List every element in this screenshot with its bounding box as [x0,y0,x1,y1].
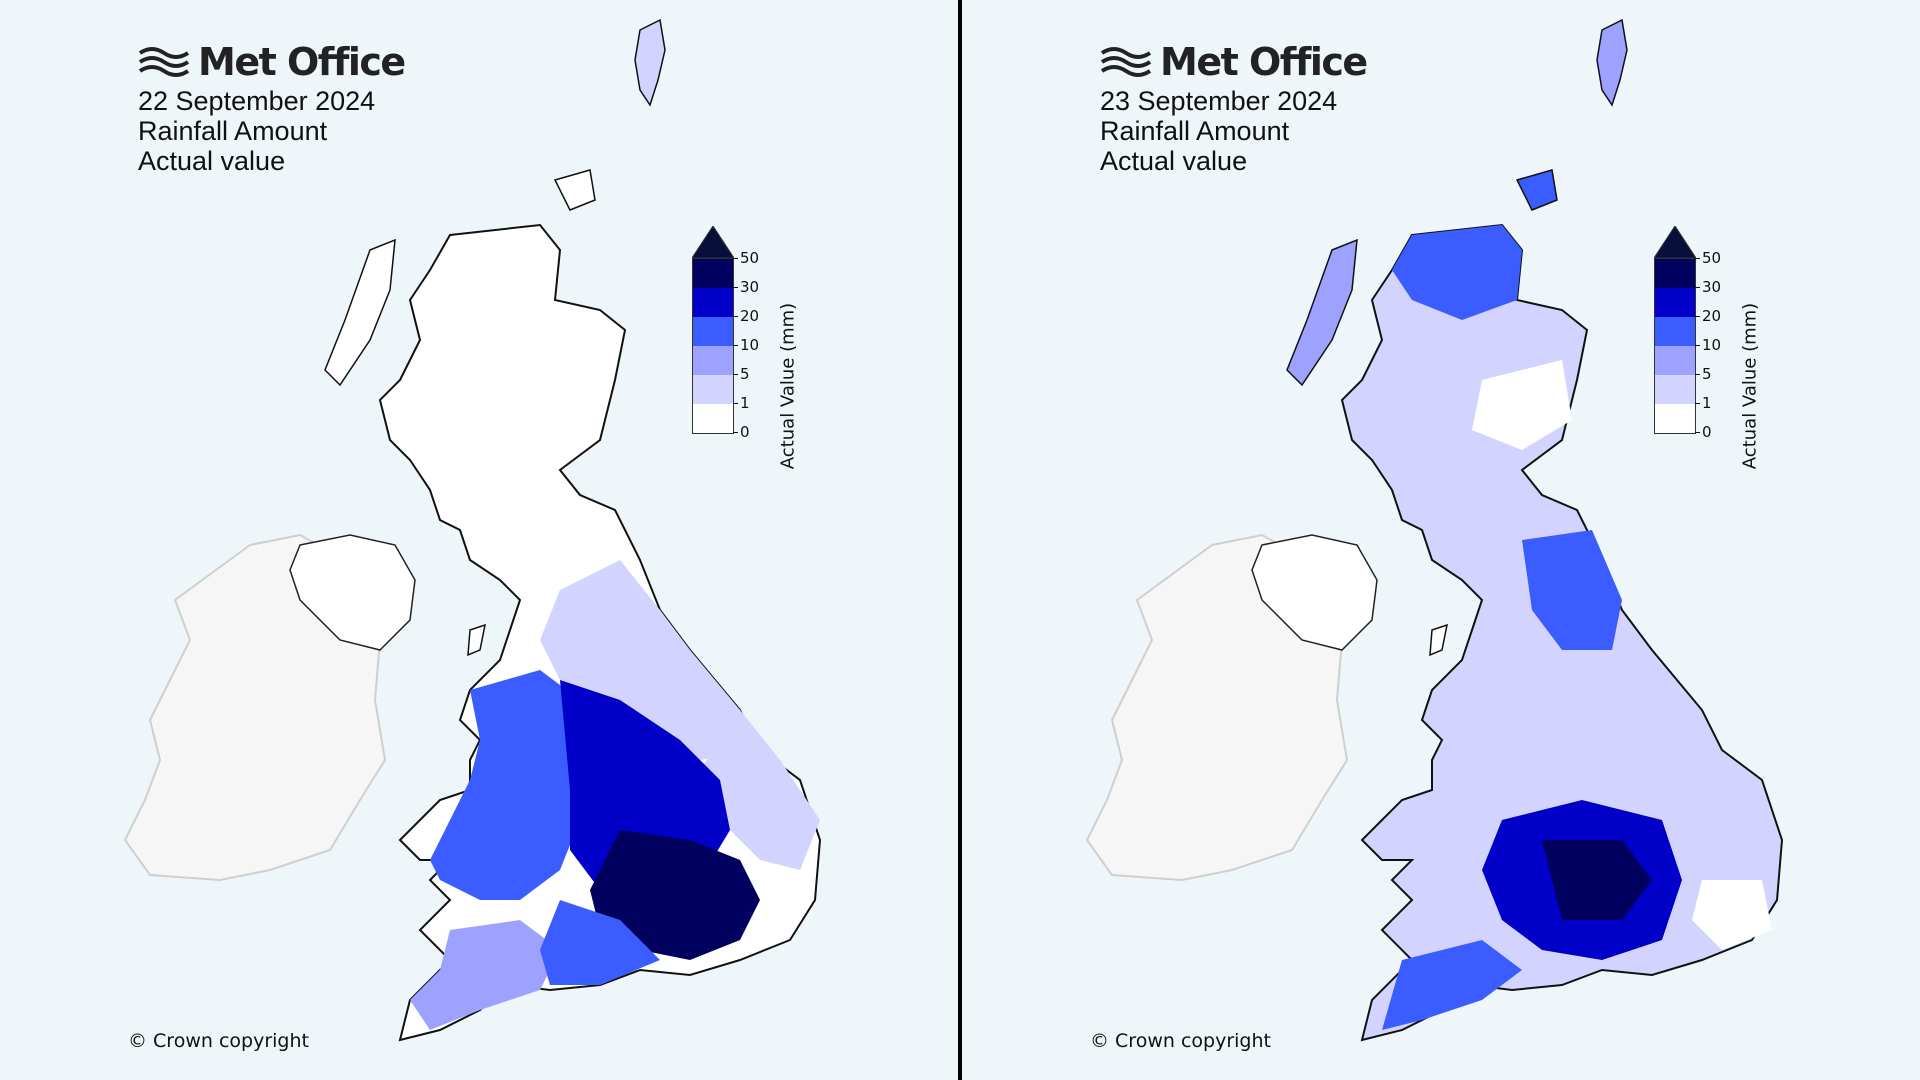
rain-southwest [1382,940,1522,1030]
colorbar-bin-10-20 [693,317,733,346]
rain-southwest [410,920,560,1030]
colorbar-title: Actual Value (mm) [1739,302,1761,470]
northern-ireland [289,534,416,651]
copyright-notice: © Crown copyright [128,1030,309,1052]
colorbar-bin-30-50 [693,259,733,288]
colorbar [692,258,734,434]
colorbar-tick: 1 [733,394,750,412]
colorbar-bin-10-20 [1655,317,1695,346]
outer-hebrides [324,238,396,387]
colorbar-bin-30-50 [1655,259,1695,288]
colorbar-legend: 50 30 20 10 5 1 0 Actual Value (mm) [1654,226,1774,469]
shetland-islands [634,18,666,107]
colorbar-bin-5-10 [1655,346,1695,375]
isle-of-man [467,623,486,657]
rain-london-se [590,830,760,960]
outer-hebrides [1286,238,1358,387]
isle-of-man [1429,623,1448,657]
colorbar-bin-0-1 [1655,404,1695,433]
map-title-block: 22 September 2024 Rainfall Amount Actual… [138,86,375,176]
map-variable: Rainfall Amount [138,116,328,146]
met-office-logo: Met Office [138,40,406,84]
met-office-waves-icon [1100,47,1152,77]
map-stat: Actual value [138,146,286,176]
map-variable: Rainfall Amount [1100,116,1290,146]
colorbar-bin-0-1 [693,404,733,433]
colorbar-tick: 0 [733,423,750,441]
colorbar-bin-1-5 [1655,375,1695,404]
shetland-islands [1596,18,1628,107]
brand-name: Met Office [198,40,406,84]
rain-east-dry [1692,880,1772,950]
colorbar-tick: 0 [1695,423,1712,441]
map-title-block: 23 September 2024 Rainfall Amount Actual… [1100,86,1337,176]
colorbar-extend-triangle [1654,226,1696,259]
map-date: 23 September 2024 [1100,86,1338,116]
colorbar-tick: 50 [1694,249,1722,267]
colorbar-bin-5-10 [693,346,733,375]
panel-divider [958,0,962,1080]
rain-south-central [1542,840,1652,920]
rain-wales [430,670,600,900]
colorbar-bin-1-5 [693,375,733,404]
rain-south-coast [540,900,660,985]
copyright-notice: © Crown copyright [1090,1030,1271,1052]
colorbar-tick: 1 [1695,394,1712,412]
colorbar-bin-20-30 [1655,288,1695,317]
rain-scotland-dry [1472,360,1572,450]
met-office-waves-icon [138,47,190,77]
rainfall-map [1085,18,1784,1042]
colorbar-tick: 5 [733,365,750,383]
rain-scotland-north [1392,225,1522,320]
colorbar-legend: 50 30 20 10 5 1 0 Actual Value (mm) [692,226,812,469]
met-office-logo: Met Office [1100,40,1368,84]
colorbar-tick: 30 [732,278,760,296]
orkney-islands [1515,169,1558,211]
map-stat: Actual value [1100,146,1248,176]
brand-name: Met Office [1160,40,1368,84]
orkney-islands [553,169,596,211]
colorbar-title: Actual Value (mm) [777,302,799,470]
colorbar-tick: 10 [732,336,760,354]
colorbar-tick: 20 [1694,307,1722,325]
colorbar-tick: 10 [1694,336,1722,354]
map-panel-22-sep: Met Office 22 September 2024 Rainfall Am… [0,0,958,1080]
colorbar-tick: 30 [1694,278,1722,296]
map-panel-23-sep: Met Office 23 September 2024 Rainfall Am… [962,0,1920,1080]
colorbar-tick: 50 [732,249,760,267]
rain-north-england [1522,530,1622,650]
colorbar-bin-20-30 [693,288,733,317]
colorbar-extend-triangle [692,226,734,259]
colorbar-tick: 5 [1695,365,1712,383]
colorbar [1654,258,1696,434]
map-date: 22 September 2024 [138,86,376,116]
northern-ireland [1251,534,1378,651]
rainfall-map [123,18,822,1042]
colorbar-tick: 20 [732,307,760,325]
rain-north-england [540,560,760,760]
